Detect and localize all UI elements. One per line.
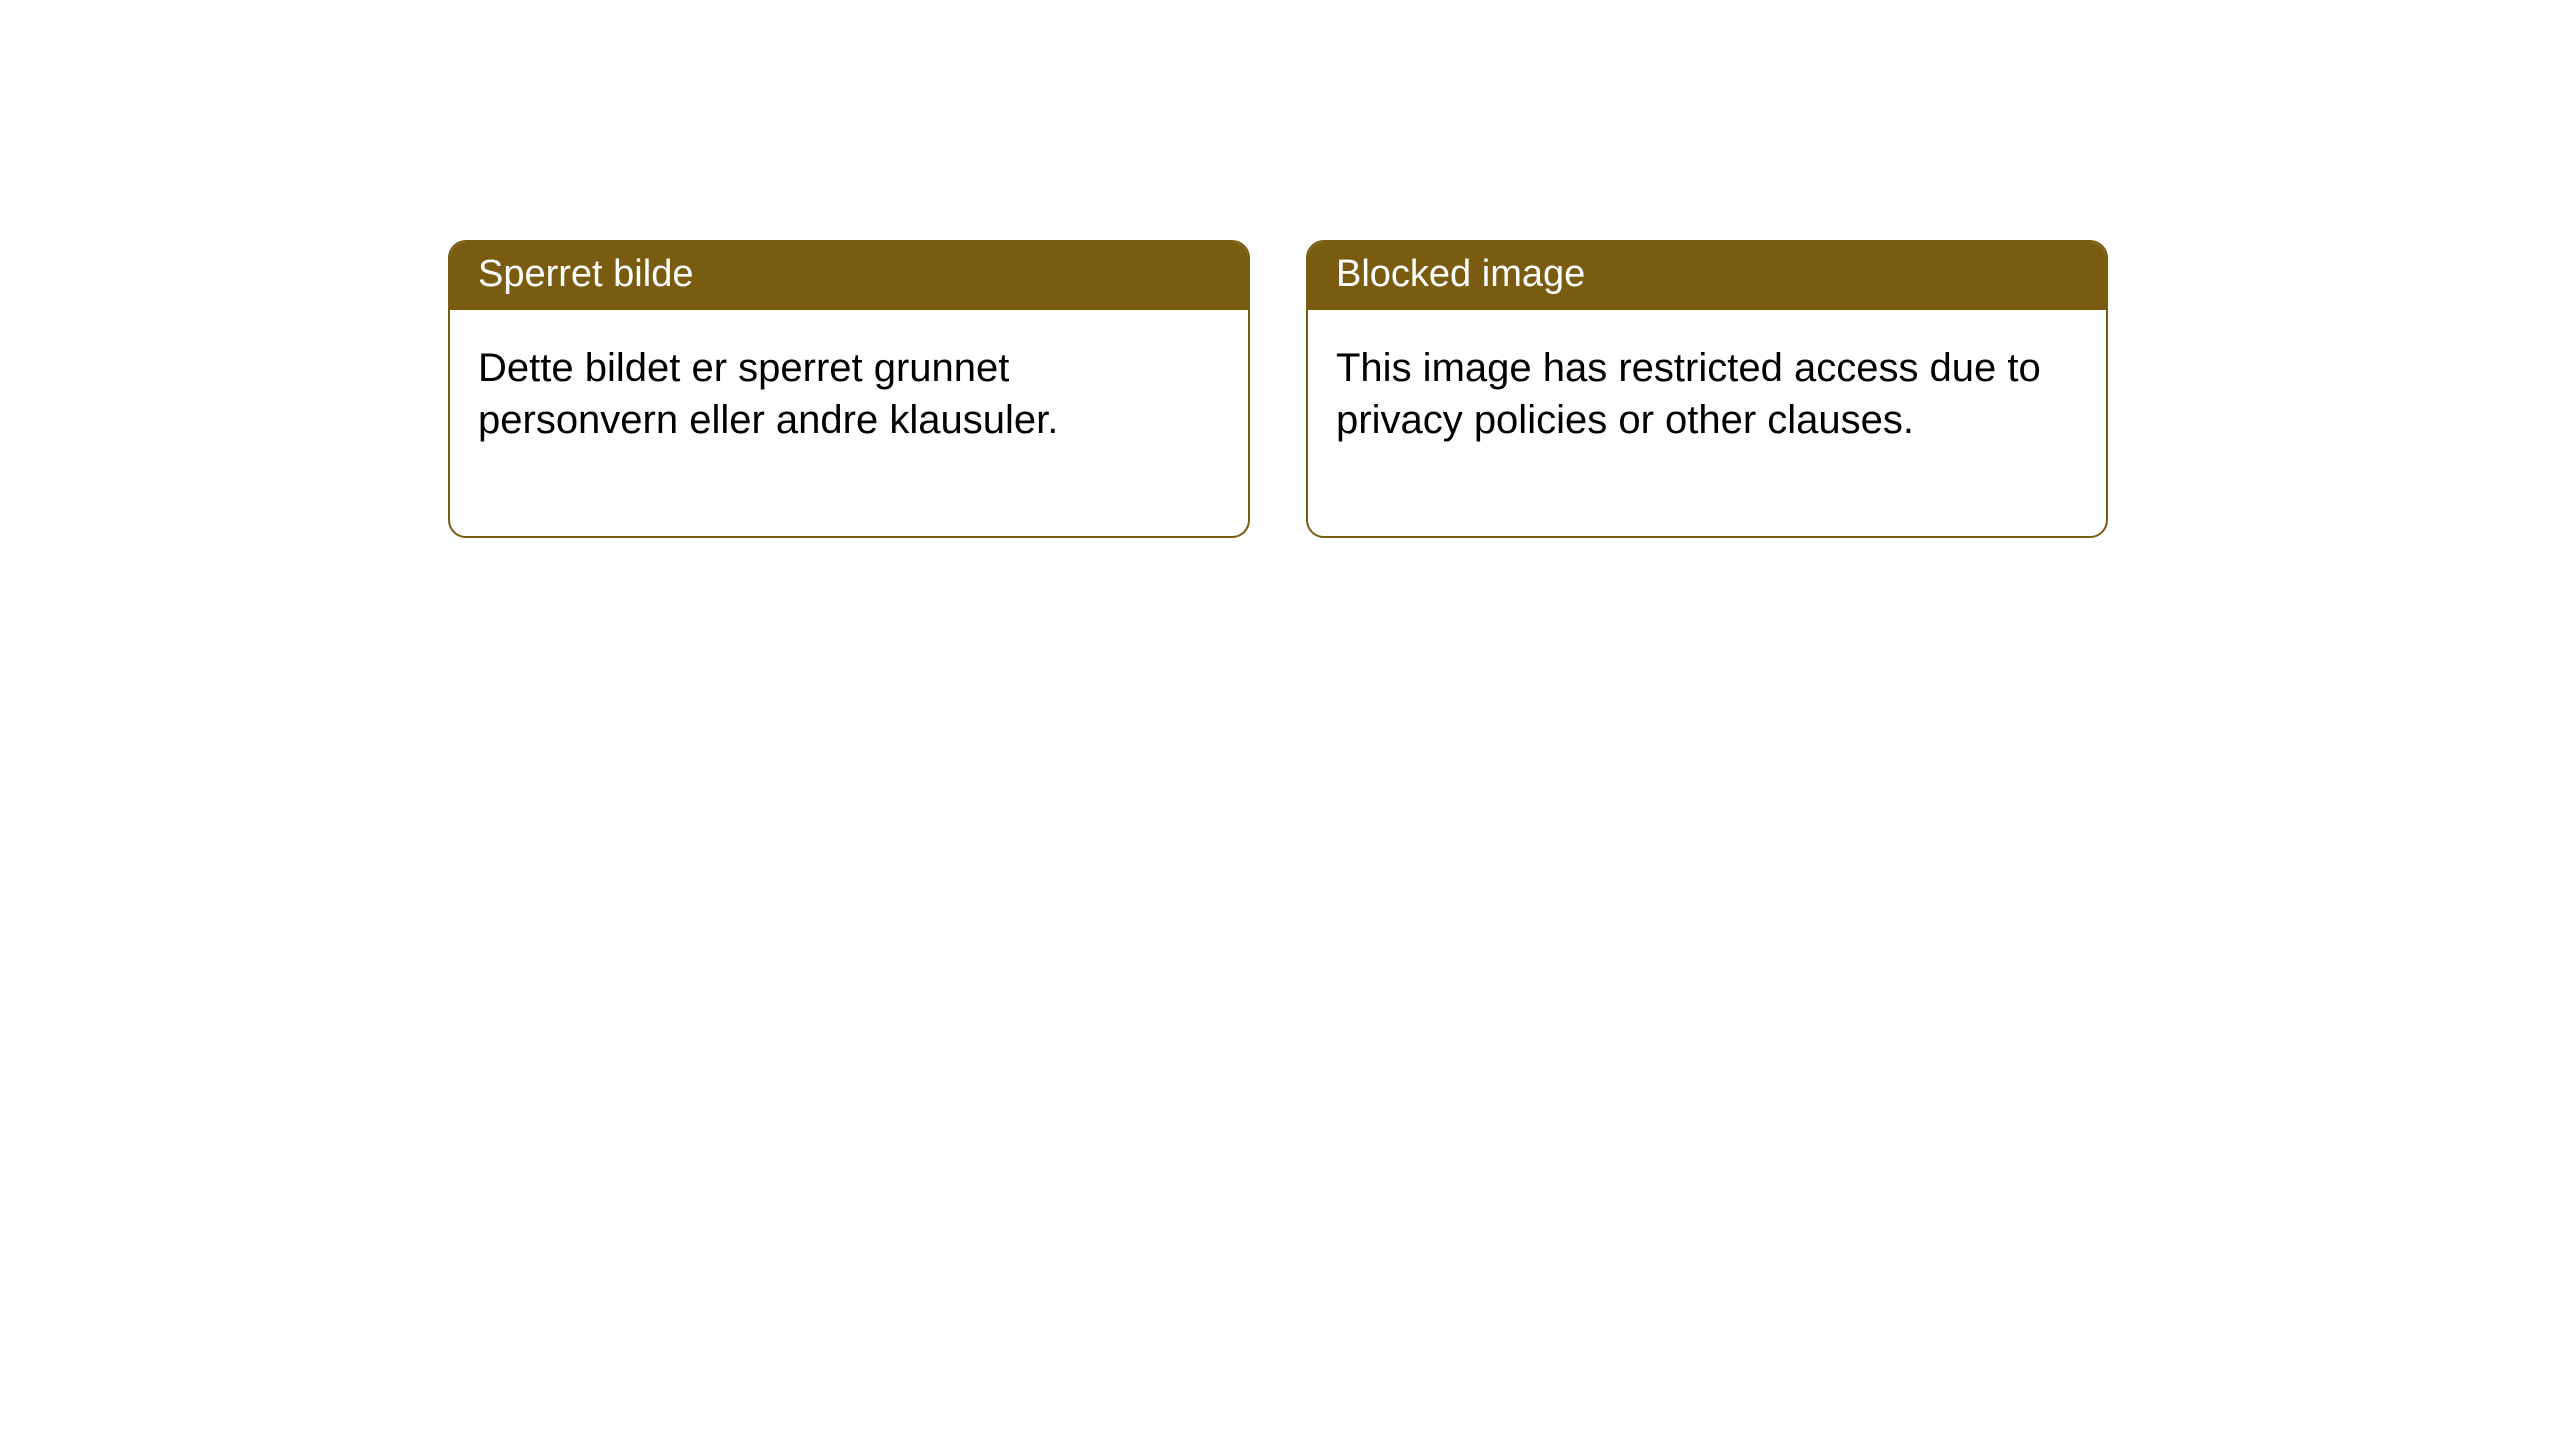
notice-card-norwegian: Sperret bilde Dette bildet er sperret gr… [448,240,1250,538]
notice-body-english: This image has restricted access due to … [1308,310,2106,536]
notice-card-english: Blocked image This image has restricted … [1306,240,2108,538]
notice-header-english: Blocked image [1308,242,2106,310]
notice-text: Dette bildet er sperret grunnet personve… [478,346,1058,442]
notice-title: Blocked image [1336,253,1585,295]
notice-text: This image has restricted access due to … [1336,346,2041,442]
notice-container: Sperret bilde Dette bildet er sperret gr… [0,0,2560,538]
notice-title: Sperret bilde [478,253,693,295]
notice-header-norwegian: Sperret bilde [450,242,1248,310]
notice-body-norwegian: Dette bildet er sperret grunnet personve… [450,310,1248,536]
